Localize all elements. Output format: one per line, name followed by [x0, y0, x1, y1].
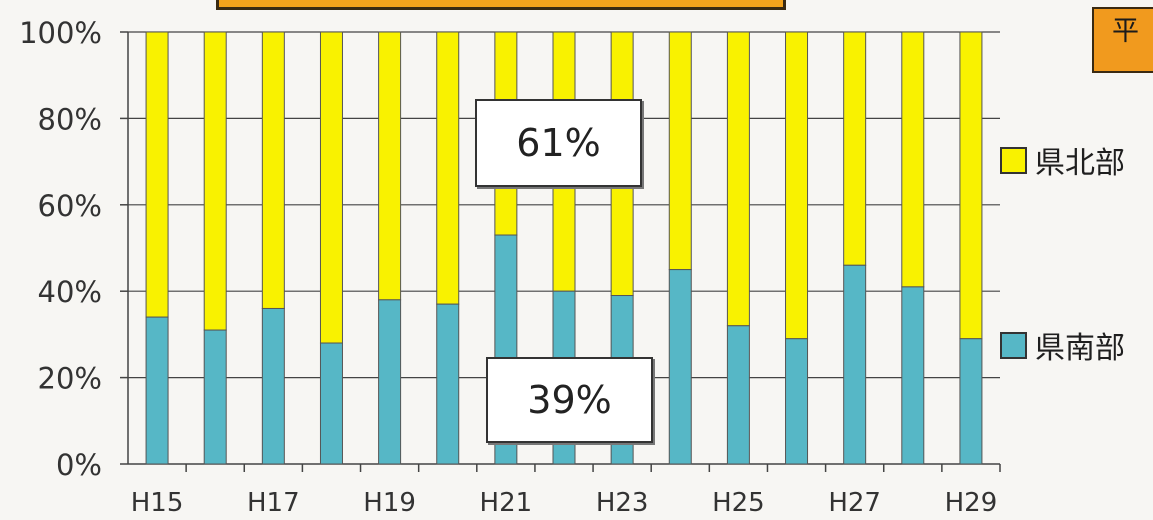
- bar-south: [785, 338, 809, 465]
- bar-south: [145, 316, 169, 465]
- bar-south: [901, 286, 925, 465]
- x-tick-label: H19: [363, 488, 416, 518]
- header-badge: 平: [1092, 7, 1153, 73]
- legend-swatch-south: [1000, 331, 1027, 359]
- bar-north: [901, 31, 925, 288]
- bar-south: [378, 299, 402, 465]
- bar-south: [668, 269, 692, 465]
- legend-item-north: 県北部: [1000, 142, 1125, 181]
- y-tick-label: 100%: [19, 16, 102, 50]
- bar-north: [726, 31, 750, 327]
- legend-label-south: 県南部: [1035, 331, 1125, 366]
- x-tick-label: H21: [480, 488, 533, 518]
- x-tick-label: H27: [828, 488, 881, 518]
- bar-north: [203, 31, 227, 331]
- x-tick-label: H29: [945, 488, 998, 518]
- y-tick-label: 0%: [56, 448, 102, 482]
- bar-north: [436, 31, 460, 305]
- bar-north: [668, 31, 692, 271]
- bar-north: [145, 31, 169, 318]
- bar-south: [203, 329, 227, 465]
- bar-north: [261, 31, 285, 309]
- bar-north: [378, 31, 402, 301]
- south-share-callout: 39%: [486, 357, 653, 443]
- bar-north: [319, 31, 343, 344]
- y-tick-label: 20%: [38, 362, 102, 396]
- legend-item-south: 県南部: [1000, 327, 1125, 366]
- bar-south: [436, 303, 460, 465]
- title-banner: [216, 0, 786, 10]
- x-tick-label: H23: [596, 488, 649, 518]
- bar-north: [959, 31, 983, 340]
- y-tick-label: 80%: [38, 102, 102, 136]
- bar-south: [261, 307, 285, 465]
- x-tick-label: H25: [712, 488, 765, 518]
- bar-south: [319, 342, 343, 465]
- bar-south: [959, 338, 983, 465]
- x-tick-label: H17: [247, 488, 300, 518]
- y-tick-label: 60%: [38, 189, 102, 223]
- bar-south: [726, 325, 750, 465]
- bar-south: [843, 264, 867, 465]
- legend-swatch-north: [1000, 146, 1027, 174]
- north-share-callout: 61%: [475, 99, 642, 187]
- bar-north: [785, 31, 809, 340]
- legend-label-north: 県北部: [1035, 146, 1125, 181]
- bar-north: [843, 31, 867, 266]
- x-tick-label: H15: [131, 488, 184, 518]
- y-tick-label: 40%: [38, 275, 102, 309]
